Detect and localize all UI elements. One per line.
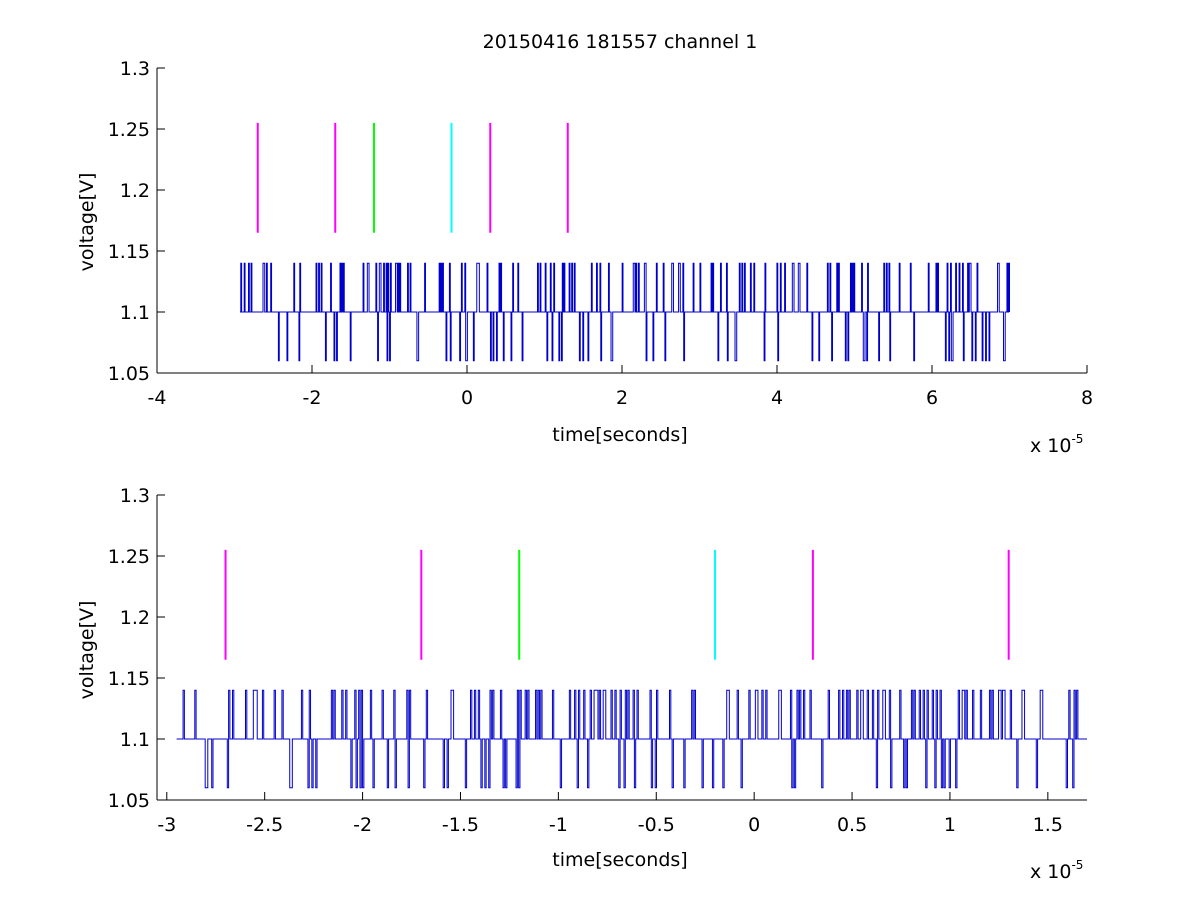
y-tick-label: 1.2 bbox=[120, 180, 150, 202]
y-tick-label: 1.25 bbox=[108, 546, 150, 568]
x-tick-label: -2 bbox=[353, 814, 372, 836]
voltage-series-line bbox=[176, 689, 1087, 789]
top-plot-series bbox=[239, 262, 1010, 362]
x-tick-label: -2 bbox=[303, 387, 322, 409]
x-tick-label: -1.5 bbox=[442, 814, 479, 836]
y-tick-label: 1.2 bbox=[120, 607, 150, 629]
bottom-plot-axes bbox=[156, 495, 1087, 801]
x-multiplier-label: x 10-5 bbox=[1030, 858, 1083, 883]
x-tick-label: 2 bbox=[616, 387, 628, 409]
x-multiplier-base: x 10 bbox=[1030, 861, 1071, 883]
voltage-series-line bbox=[239, 262, 1010, 362]
chart-title: 20150416 181557 channel 1 bbox=[483, 31, 758, 53]
x-tick-label: -4 bbox=[148, 387, 167, 409]
x-tick-label: 1.5 bbox=[1033, 814, 1063, 836]
x-axis-label: time[seconds] bbox=[552, 849, 687, 871]
x-multiplier-base: x 10 bbox=[1030, 435, 1071, 457]
x-tick-label: 0 bbox=[461, 387, 473, 409]
x-tick-label: -0.5 bbox=[638, 814, 675, 836]
y-tick-label: 1.25 bbox=[108, 119, 150, 141]
bottom-plot-markers bbox=[224, 549, 1010, 660]
x-multiplier-label: x 10-5 bbox=[1030, 432, 1083, 457]
y-tick-label: 1.05 bbox=[108, 790, 150, 812]
bottom-plot-ticks: -3 -2.5 -2 -1.5 -1 -0.5 0 0.5 1 1.5 1.05 1.1 1.15 1.2… bbox=[108, 485, 1063, 836]
y-tick-label: 1.1 bbox=[120, 302, 150, 324]
bottom-plot-series bbox=[176, 689, 1087, 789]
x-tick-label: 0.5 bbox=[837, 814, 867, 836]
x-multiplier-exponent: -5 bbox=[1071, 858, 1083, 872]
top-plot-axes bbox=[156, 68, 1087, 374]
x-tick-label: -1 bbox=[549, 814, 568, 836]
top-plot-ticks: -4 -2 0 2 4 6 8 1.05 1.1 1.15 1.2 1.25 1.3 bbox=[108, 58, 1093, 409]
y-axis-label: voltage[V] bbox=[76, 173, 98, 272]
y-tick-label: 1.1 bbox=[120, 729, 150, 751]
x-tick-label: 0 bbox=[748, 814, 760, 836]
top-plot: 20150416 181557 channel 1 -4 -2 0 2 4 6 8 1.05 1… bbox=[76, 31, 1093, 457]
top-plot-markers bbox=[256, 122, 569, 233]
y-tick-label: 1.3 bbox=[120, 485, 150, 507]
x-tick-label: 1 bbox=[944, 814, 956, 836]
x-tick-label: 4 bbox=[771, 387, 783, 409]
x-tick-label: -2.5 bbox=[246, 814, 283, 836]
y-tick-label: 1.15 bbox=[108, 241, 150, 263]
y-tick-label: 1.05 bbox=[108, 363, 150, 385]
y-tick-label: 1.15 bbox=[108, 668, 150, 690]
x-multiplier-exponent: -5 bbox=[1071, 432, 1083, 446]
x-axis-label: time[seconds] bbox=[552, 424, 687, 446]
y-axis-label: voltage[V] bbox=[76, 601, 98, 700]
x-tick-label: 6 bbox=[926, 387, 938, 409]
x-tick-label: 8 bbox=[1081, 387, 1093, 409]
y-tick-label: 1.3 bbox=[120, 58, 150, 80]
x-tick-label: -3 bbox=[157, 814, 176, 836]
bottom-plot: -3 -2.5 -2 -1.5 -1 -0.5 0 0.5 1 1.5 1.05 1.1 1.15 1.2… bbox=[76, 485, 1087, 883]
